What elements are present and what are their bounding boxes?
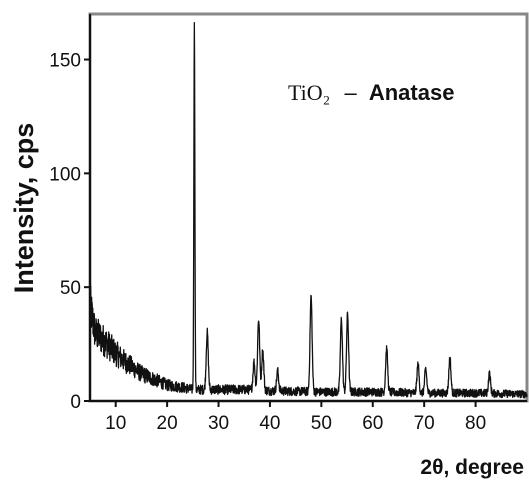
formula-text: TiO₂ bbox=[288, 80, 330, 105]
x-axis-label: 2θ, degree bbox=[420, 456, 524, 479]
x-tick-label: 40 bbox=[259, 413, 280, 434]
plot-frame bbox=[88, 12, 529, 403]
x-tick-label: 80 bbox=[465, 413, 486, 434]
phase-text: Anatase bbox=[369, 80, 455, 105]
y-tick-label: 0 bbox=[70, 392, 81, 413]
x-tick-label: 20 bbox=[157, 413, 178, 434]
y-tick-label: 100 bbox=[49, 164, 81, 185]
x-tick-label: 30 bbox=[208, 413, 229, 434]
x-tick-label: 60 bbox=[362, 413, 383, 434]
y-tick-label: 150 bbox=[49, 51, 81, 72]
y-tick-label: 50 bbox=[60, 278, 81, 299]
y-ticks: 0 50 100 150 bbox=[49, 51, 90, 413]
y-axis-label: Intensity, cps bbox=[9, 123, 39, 294]
x-ticks: 10 20 30 40 50 60 70 80 bbox=[105, 401, 486, 434]
phase-annotation: TiO₂ – Anatase bbox=[288, 80, 454, 105]
annotation-dash: – bbox=[344, 80, 357, 105]
xrd-pattern-line bbox=[89, 22, 528, 399]
x-tick-label: 10 bbox=[105, 413, 126, 434]
x-tick-label: 70 bbox=[414, 413, 435, 434]
x-tick-label: 50 bbox=[311, 413, 332, 434]
